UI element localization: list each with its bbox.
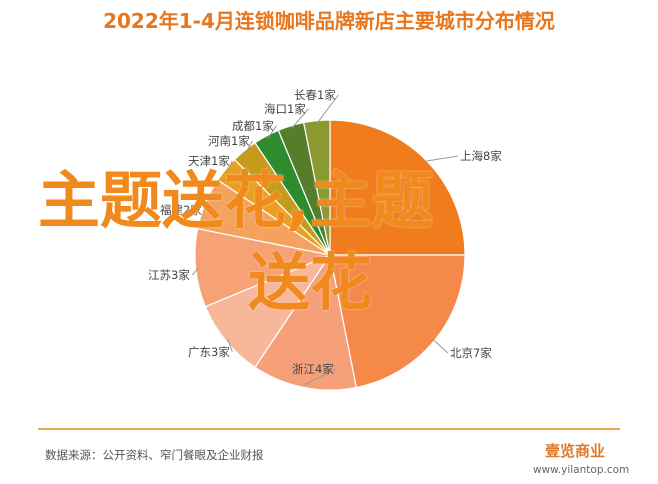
pie-slice-浙江 — [254, 253, 358, 391]
leader-line — [291, 108, 309, 129]
leader-line — [245, 140, 253, 153]
slice-label: 上海8家 — [460, 149, 502, 163]
leader-line — [227, 160, 233, 172]
watermark-text: 送花 — [248, 246, 373, 319]
data-source-note: 数据来源：公开资料、窄门餐眼及企业财报 — [45, 448, 264, 462]
footer-divider — [38, 428, 620, 430]
slice-label: 北京7家 — [450, 346, 492, 360]
leader-line — [227, 338, 233, 353]
slice-label: 天津1家 — [188, 154, 230, 168]
leader-line — [303, 368, 337, 386]
chart-title: 2022年1-4月连锁咖啡品牌新店主要城市分布情况 — [103, 9, 555, 33]
slice-label: 江苏3家 — [148, 268, 190, 282]
leader-line — [191, 267, 199, 276]
pie-slice-江苏 — [194, 227, 333, 308]
slice-label: 广东3家 — [188, 345, 230, 359]
leader-line — [431, 338, 449, 354]
leader-line — [423, 155, 459, 162]
slice-label: 河南1家 — [208, 134, 250, 148]
slice-label: 福建2家 — [160, 203, 202, 217]
pie-slice-广东 — [204, 253, 332, 369]
brand-url: www.yilantop.com — [533, 464, 630, 476]
slice-label: 成都1家 — [232, 119, 274, 133]
slice-label: 浙江4家 — [292, 362, 334, 376]
watermark-text: 主题送花,主题 — [38, 164, 434, 237]
slice-label: 海口1家 — [264, 102, 306, 116]
brand-logo: 壹览商业 — [545, 442, 606, 460]
pie-slice-长春 — [302, 119, 331, 256]
slice-label: 长春1家 — [294, 88, 336, 102]
pie-slice-上海 — [329, 119, 466, 256]
leader-line — [203, 204, 209, 211]
leader-line — [316, 94, 339, 124]
leader-line — [267, 125, 277, 139]
